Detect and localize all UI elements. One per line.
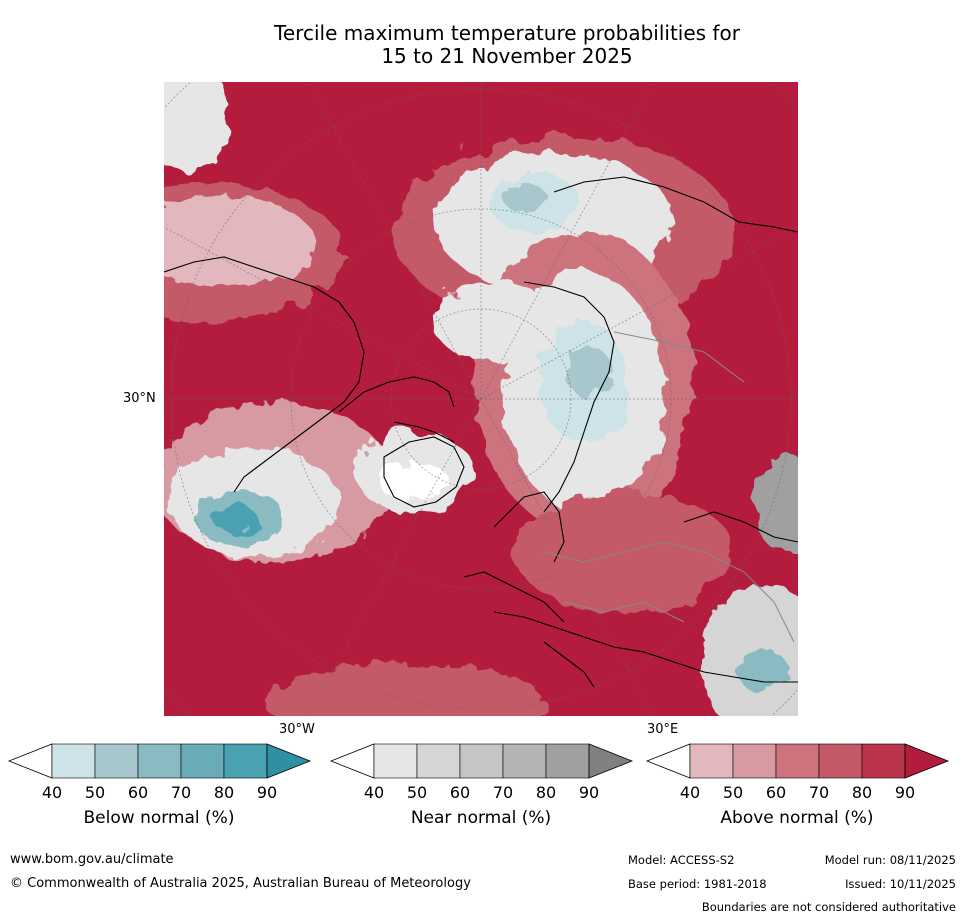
base-period-text: Base period: 1981-2018 — [628, 877, 767, 891]
disclaimer-text: Boundaries are not considered authoritat… — [701, 900, 956, 914]
colorbar-low-extension — [7, 743, 53, 779]
colorbar-ticks: 40 50 60 70 80 90 — [647, 783, 947, 803]
colorbar-tick-label: 60 — [449, 783, 471, 802]
colorbar-low-extension — [645, 743, 691, 779]
longitude-label-east: 30°E — [647, 722, 679, 737]
colorbar-tick-label: 60 — [127, 783, 149, 802]
colorbar-above-normal: 40 50 60 70 80 90 Above normal (%) — [645, 743, 950, 843]
colorbar-below-normal: 40 50 60 70 80 90 Below normal (%) — [7, 743, 312, 843]
model-text: Model: ACCESS-S2 — [628, 853, 735, 867]
colorbar-swatch — [94, 743, 139, 779]
colorbar-swatch — [775, 743, 820, 779]
colorbar-tick-label: 80 — [535, 783, 557, 802]
colorbar-swatch — [373, 743, 418, 779]
colorbar-title: Above normal (%) — [720, 808, 874, 828]
colorbar-tick-label: 70 — [808, 783, 830, 802]
colorbar-title: Below normal (%) — [83, 808, 235, 828]
colorbar-swatch — [416, 743, 461, 779]
colorbar-swatch — [180, 743, 225, 779]
borders — [543, 331, 795, 643]
colorbar-tick-label: 90 — [894, 783, 916, 802]
colorbar-tick-label: 70 — [492, 783, 514, 802]
colorbar-swatches — [7, 743, 312, 779]
title-line-2: 15 to 21 November 2025 — [381, 44, 633, 68]
colorbar-ticks: 40 50 60 70 80 90 — [331, 783, 631, 803]
colorbar-swatches — [329, 743, 634, 779]
colorbar-tick-label: 60 — [765, 783, 787, 802]
graticule — [164, 82, 798, 716]
chart-title: Tercile maximum temperature probabilitie… — [164, 22, 850, 68]
colorbar-swatch — [545, 743, 590, 779]
colorbar-high-extension — [588, 743, 634, 779]
colorbar-ticks: 40 50 60 70 80 90 — [9, 783, 309, 803]
colorbar-high-extension — [904, 743, 950, 779]
colorbar-tick-label: 50 — [84, 783, 106, 802]
title-line-1: Tercile maximum temperature probabilitie… — [274, 21, 740, 45]
colorbar-swatch — [502, 743, 547, 779]
map-canvas — [164, 82, 798, 716]
colorbar-swatch — [459, 743, 504, 779]
colorbar-tick-label: 50 — [722, 783, 744, 802]
coastlines — [164, 176, 798, 688]
colorbar-tick-label: 40 — [41, 783, 63, 802]
colorbar-swatch — [51, 743, 96, 779]
colorbar-swatch — [818, 743, 863, 779]
colorbar-tick-label: 40 — [679, 783, 701, 802]
colorbar-swatches — [645, 743, 950, 779]
longitude-label-west: 30°W — [279, 722, 315, 737]
colorbar-near-normal: 40 50 60 70 80 90 Near normal (%) — [329, 743, 634, 843]
colorbar-tick-label: 90 — [256, 783, 278, 802]
website-link[interactable]: www.bom.gov.au/climate — [10, 852, 174, 867]
colorbar-swatch — [861, 743, 906, 779]
colorbar-title: Near normal (%) — [410, 808, 552, 828]
issued-text: Issued: 10/11/2025 — [845, 877, 956, 891]
colorbar-swatch — [689, 743, 734, 779]
colorbar-swatch — [223, 743, 268, 779]
colorbar-tick-label: 70 — [170, 783, 192, 802]
colorbar-tick-label: 80 — [851, 783, 873, 802]
model-run-text: Model run: 08/11/2025 — [824, 853, 956, 867]
latitude-label: 30°N — [123, 391, 156, 406]
colorbar-low-extension — [329, 743, 375, 779]
copyright-text: © Commonwealth of Australia 2025, Austra… — [10, 876, 471, 891]
colorbar-tick-label: 80 — [213, 783, 235, 802]
colorbar-tick-label: 50 — [406, 783, 428, 802]
colorbar-tick-label: 40 — [363, 783, 385, 802]
probability-fields — [164, 82, 798, 716]
probability-map — [164, 82, 798, 716]
colorbar-swatch — [137, 743, 182, 779]
colorbar-swatch — [732, 743, 777, 779]
colorbar-high-extension — [266, 743, 312, 779]
colorbar-tick-label: 90 — [578, 783, 600, 802]
